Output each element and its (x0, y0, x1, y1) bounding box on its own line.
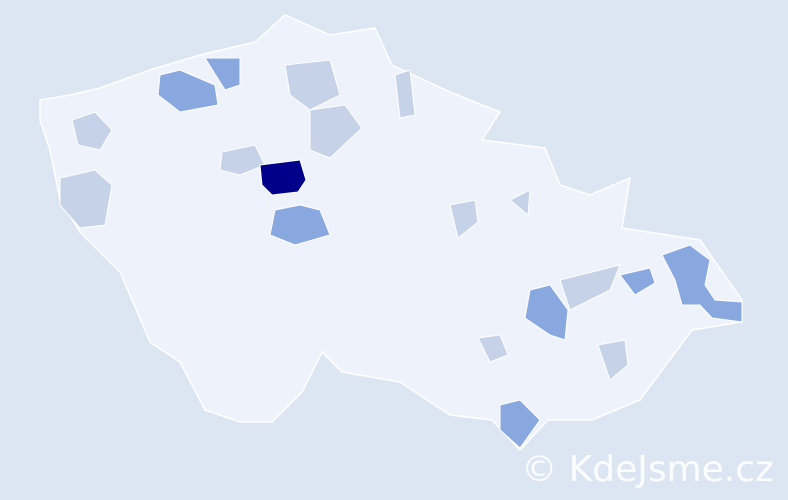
district-low[interactable] (284, 59, 341, 111)
district-low[interactable] (309, 104, 363, 159)
watermark: © KdeJsme.cz (521, 449, 774, 490)
district-medium[interactable] (661, 244, 743, 323)
district-low[interactable] (597, 339, 629, 381)
district-low[interactable] (394, 69, 416, 119)
district-medium[interactable] (204, 57, 241, 91)
district-low[interactable] (59, 169, 113, 229)
district-low[interactable] (509, 189, 531, 217)
district-medium[interactable] (157, 69, 219, 113)
district-low[interactable] (449, 199, 479, 239)
district-medium[interactable] (499, 399, 541, 449)
district-low[interactable] (219, 144, 266, 176)
district-medium[interactable] (269, 204, 331, 246)
district-medium[interactable] (619, 267, 656, 296)
district-low[interactable] (71, 111, 113, 151)
country-outline (39, 14, 743, 452)
district-medium[interactable] (524, 284, 569, 341)
district-low[interactable] (559, 264, 621, 311)
district-low[interactable] (477, 334, 509, 363)
district-high[interactable] (259, 159, 307, 196)
